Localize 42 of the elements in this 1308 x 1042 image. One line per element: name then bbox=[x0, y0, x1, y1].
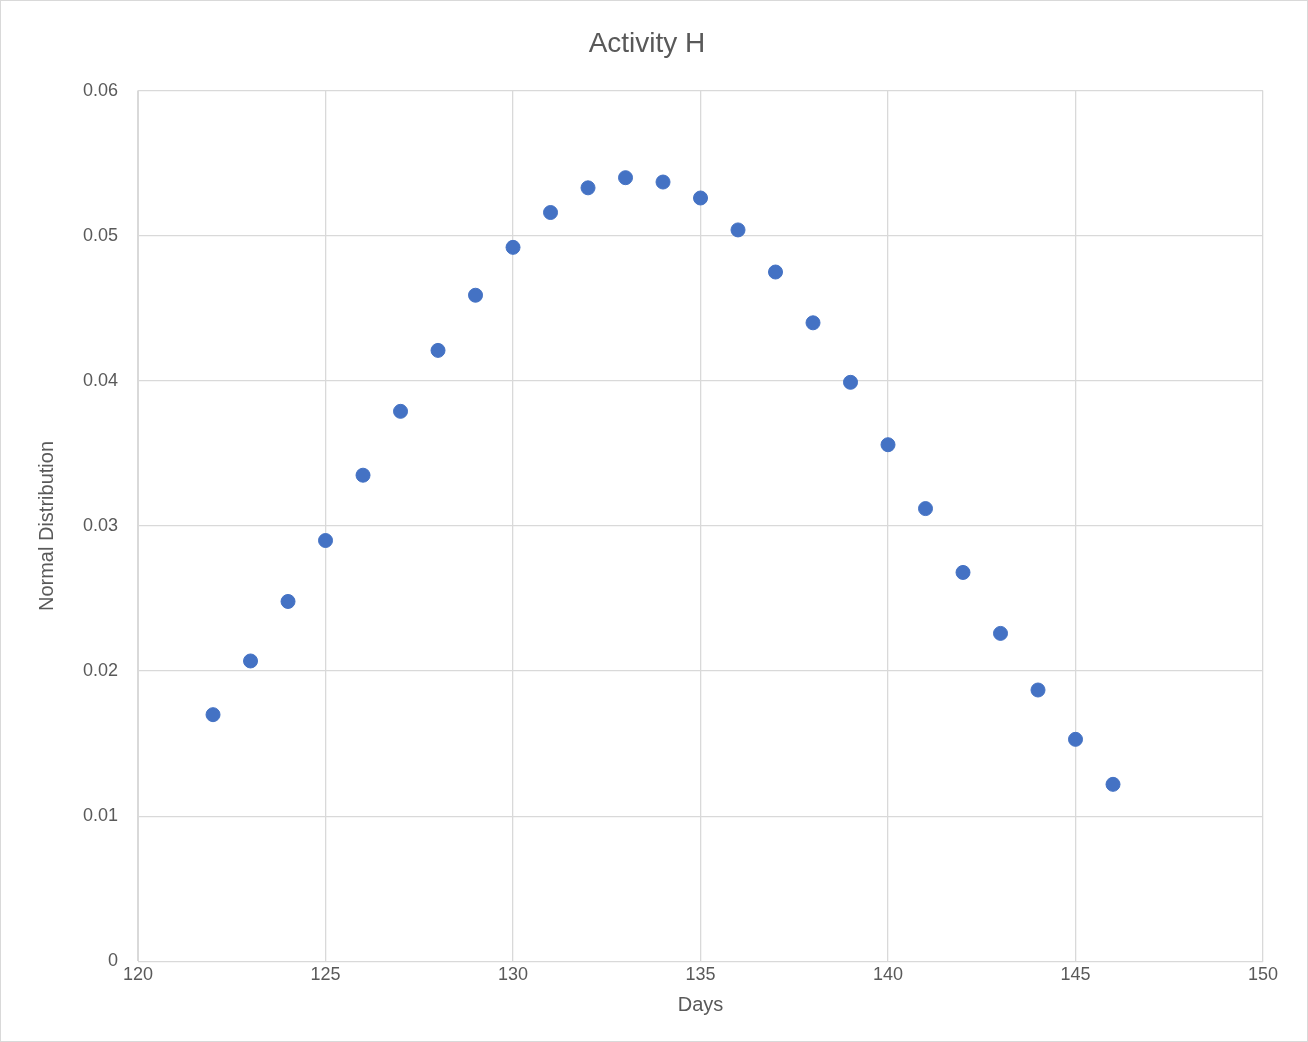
point bbox=[318, 533, 334, 549]
point bbox=[468, 287, 484, 303]
point bbox=[693, 190, 709, 206]
point bbox=[1068, 731, 1084, 747]
point bbox=[205, 707, 221, 723]
chart-title: Activity H bbox=[588, 26, 706, 58]
point bbox=[355, 467, 371, 483]
x-tick-label: 135 bbox=[685, 964, 716, 985]
point bbox=[243, 653, 259, 669]
point bbox=[393, 403, 409, 419]
point bbox=[1030, 682, 1046, 698]
y-tick-label: 0.04 bbox=[82, 369, 119, 390]
y-tick-label: 0.02 bbox=[82, 660, 119, 681]
point bbox=[430, 342, 446, 358]
y-tick-label: 0.05 bbox=[82, 224, 119, 245]
point bbox=[580, 180, 596, 196]
point bbox=[805, 315, 821, 331]
point bbox=[1105, 776, 1121, 792]
x-tick-label: 145 bbox=[1060, 964, 1091, 985]
y-tick-label: 0.03 bbox=[82, 514, 119, 535]
point bbox=[843, 374, 859, 390]
point bbox=[505, 239, 521, 255]
point bbox=[993, 625, 1009, 641]
point bbox=[280, 593, 296, 609]
x-tick-label: 140 bbox=[872, 964, 904, 985]
y-tick-label: 0.06 bbox=[82, 79, 119, 100]
y-tick-label: 0.01 bbox=[82, 805, 119, 826]
point bbox=[880, 437, 896, 453]
point bbox=[543, 205, 559, 221]
x-tick-label: 120 bbox=[123, 964, 154, 985]
x-axis-title: Days bbox=[677, 992, 724, 1015]
x-tick-label: 125 bbox=[310, 964, 341, 985]
point bbox=[768, 264, 784, 280]
point bbox=[730, 222, 746, 238]
x-tick-label: 150 bbox=[1247, 964, 1279, 985]
point bbox=[618, 170, 634, 186]
y-axis-title: Normal Distribution bbox=[34, 440, 57, 612]
point bbox=[655, 174, 671, 190]
y-tick-label: 0 bbox=[108, 950, 119, 971]
x-tick-label: 130 bbox=[498, 964, 529, 985]
point bbox=[918, 501, 934, 517]
point bbox=[955, 564, 971, 580]
